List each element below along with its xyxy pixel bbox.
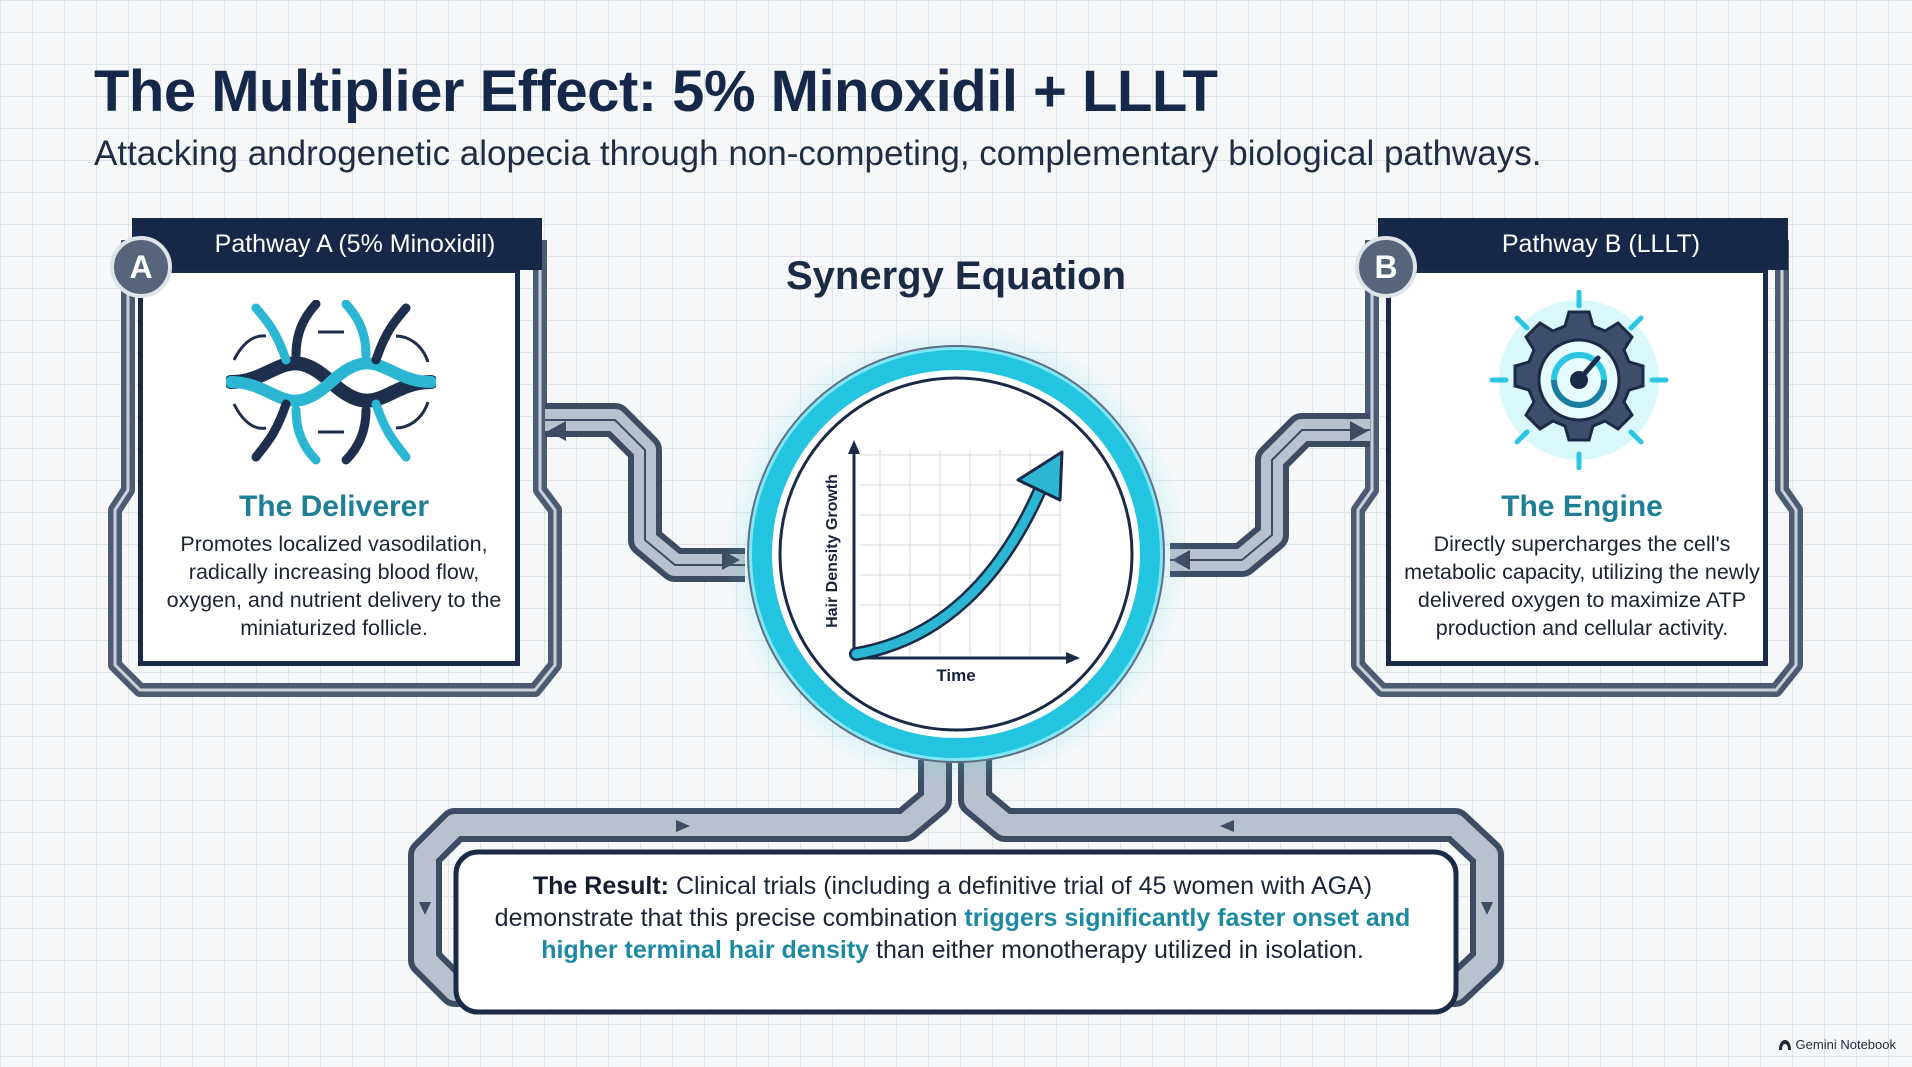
page-title: The Multiplier Effect: 5% Minoxidil + LL… (94, 59, 1218, 124)
page-subtitle: Attacking androgenetic alopecia through … (94, 134, 1542, 173)
pathway-a-badge: A (110, 236, 172, 298)
pathway-b-description: Directly supercharges the cell's metabol… (1404, 532, 1760, 640)
pathway-a-heading: The Deliverer (238, 490, 430, 523)
bottom-pipes (408, 760, 1504, 1007)
pathway-b-tab: Pathway B (LLLT) (1378, 218, 1788, 270)
growth-arrowhead (1016, 450, 1064, 502)
pathway-b-heading: The Engine (1501, 490, 1663, 523)
pathway-a-tab: Pathway A (5% Minoxidil) (132, 218, 542, 270)
left-pipe (545, 403, 745, 582)
right-pipe (1170, 413, 1370, 577)
pathway-b-badge: B (1355, 236, 1417, 298)
graph-y-label: Hair Density Growth (824, 474, 841, 628)
result-box (453, 849, 1459, 1015)
watermark-label: Gemini Notebook (1795, 1037, 1896, 1052)
notebook-logo-icon (1778, 1039, 1791, 1050)
pathway-a-card (138, 268, 520, 666)
pathway-a-description: Promotes localized vasodilation, radical… (166, 532, 502, 640)
result-text-1: Clinical trials (including a definitive … (494, 872, 1373, 932)
graph-x-label: Time (936, 666, 976, 685)
watermark: Gemini Notebook (1778, 1037, 1896, 1052)
result-highlight: triggers significantly faster onset and … (541, 904, 1411, 964)
synergy-title: Synergy Equation (785, 254, 1127, 298)
glowing-gear-icon (1489, 290, 1669, 470)
result-text-2: than either monotherapy utilized in isol… (869, 936, 1364, 964)
result-text: The Result: Clinical trials (including a… (470, 870, 1435, 966)
result-lead: The Result: (532, 872, 670, 900)
blood-vessel-network-icon (226, 300, 436, 465)
